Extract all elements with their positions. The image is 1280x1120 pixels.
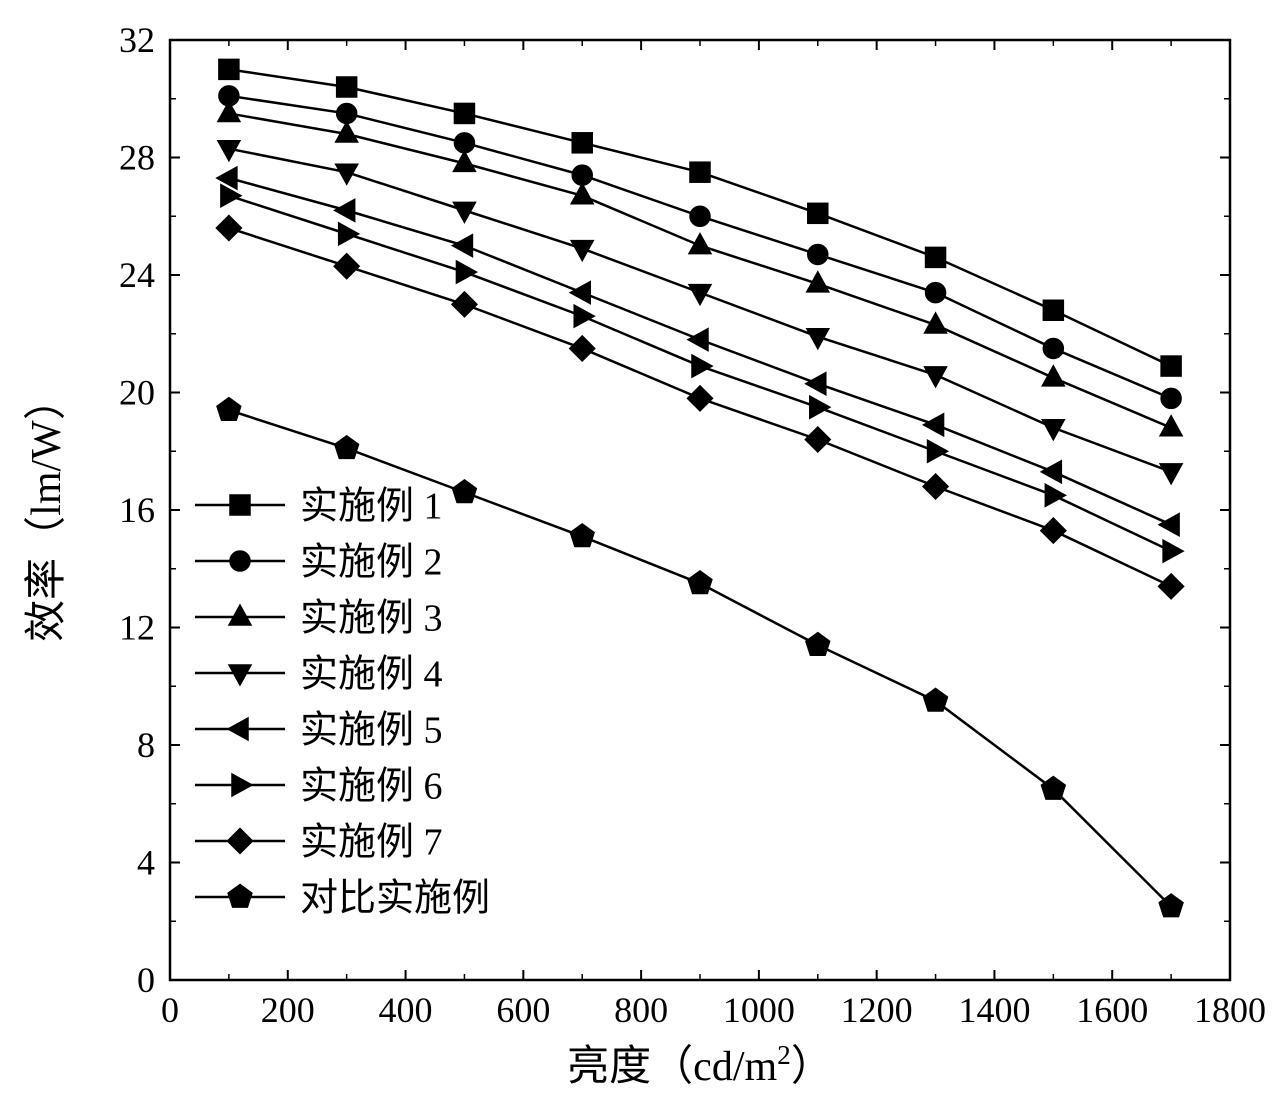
svg-text:1400: 1400 xyxy=(958,990,1030,1030)
svg-text:1800: 1800 xyxy=(1194,990,1266,1030)
svg-text:16: 16 xyxy=(119,490,155,530)
svg-text:1600: 1600 xyxy=(1076,990,1148,1030)
svg-text:28: 28 xyxy=(119,138,155,178)
svg-text:实施例 5: 实施例 5 xyxy=(300,709,443,751)
svg-text:实施例 6: 实施例 6 xyxy=(300,765,443,807)
efficiency-vs-luminance-chart: 0 200 400 600 800 1000 1200 1400 1600 1800 0 4 8 12 16… xyxy=(0,0,1280,1120)
svg-text:实施例 2: 实施例 2 xyxy=(300,541,443,583)
svg-text:800: 800 xyxy=(614,990,668,1030)
svg-text:实施例 7: 实施例 7 xyxy=(300,821,443,863)
svg-text:200: 200 xyxy=(261,990,315,1030)
svg-text:600: 600 xyxy=(496,990,550,1030)
svg-text:亮度（cd/m2）: 亮度（cd/m2） xyxy=(567,1040,833,1090)
svg-text:0: 0 xyxy=(137,960,155,1000)
svg-text:20: 20 xyxy=(119,373,155,413)
svg-text:对比实施例: 对比实施例 xyxy=(300,877,490,919)
chart-container: 0 200 400 600 800 1000 1200 1400 1600 1800 0 4 8 12 16… xyxy=(0,0,1280,1120)
svg-text:1000: 1000 xyxy=(723,990,795,1030)
svg-text:12: 12 xyxy=(119,608,155,648)
svg-text:实施例 4: 实施例 4 xyxy=(300,653,443,695)
svg-text:400: 400 xyxy=(379,990,433,1030)
svg-text:实施例 1: 实施例 1 xyxy=(300,485,443,527)
svg-text:8: 8 xyxy=(137,725,155,765)
svg-text:24: 24 xyxy=(119,255,155,295)
svg-text:效率（lm/W）: 效率（lm/W） xyxy=(23,378,70,642)
svg-text:0: 0 xyxy=(161,990,179,1030)
svg-text:实施例 3: 实施例 3 xyxy=(300,597,443,639)
svg-text:1200: 1200 xyxy=(841,990,913,1030)
svg-text:4: 4 xyxy=(137,843,155,883)
svg-text:32: 32 xyxy=(119,20,155,60)
